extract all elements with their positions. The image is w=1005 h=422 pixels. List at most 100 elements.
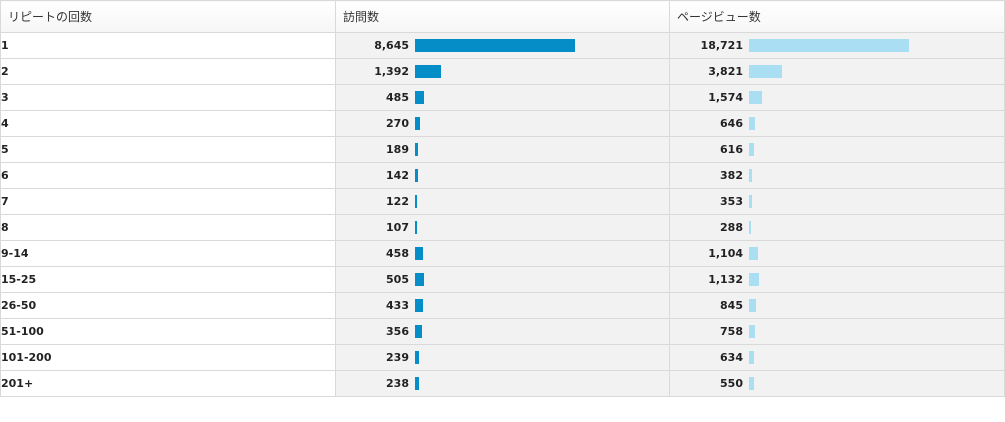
visits-value: 458 (386, 247, 409, 260)
visits-bar (415, 351, 419, 364)
table-row: 7 122 353 (0, 188, 1005, 215)
visits-value: 270 (386, 117, 409, 130)
visits-bar (415, 169, 418, 182)
pageviews-bar-track (749, 325, 919, 338)
pageviews-value: 616 (720, 143, 743, 156)
visits-bar-track (415, 169, 585, 182)
visits-cell: 458 (335, 240, 670, 267)
visits-bar-track (415, 143, 585, 156)
pageviews-bar-track (749, 91, 919, 104)
pageviews-value: 550 (720, 377, 743, 390)
table-body: 1 8,645 18,721 2 1,392 3,821 3 485 1,574 4 270 646 5… (0, 32, 1005, 397)
pageviews-bar (749, 195, 752, 208)
table-row: 3 485 1,574 (0, 84, 1005, 111)
pageviews-bar (749, 325, 755, 338)
visits-bar-track (415, 247, 585, 260)
repeat-count-cell: 1 (0, 32, 336, 59)
visits-value: 142 (386, 169, 409, 182)
visits-bar-track (415, 195, 585, 208)
visits-value: 433 (386, 299, 409, 312)
repeat-count-cell: 101-200 (0, 344, 336, 371)
pageviews-bar-track (749, 247, 919, 260)
visits-bar-track (415, 377, 585, 390)
visits-bar (415, 91, 424, 104)
header-pageviews[interactable]: ページビュー数 (669, 0, 1005, 33)
visits-bar-track (415, 65, 585, 78)
visits-bar-track (415, 273, 585, 286)
pageviews-bar-track (749, 351, 919, 364)
pageviews-bar-track (749, 39, 919, 52)
pageviews-bar-track (749, 221, 919, 234)
pageviews-cell: 1,132 (669, 266, 1005, 293)
visits-cell: 122 (335, 188, 670, 215)
table-row: 201+ 238 550 (0, 370, 1005, 397)
repeat-count-cell: 6 (0, 162, 336, 189)
visits-cell: 238 (335, 370, 670, 397)
visits-value: 8,645 (374, 39, 409, 52)
pageviews-bar-track (749, 169, 919, 182)
visits-value: 189 (386, 143, 409, 156)
visits-bar (415, 325, 422, 338)
pageviews-bar (749, 169, 752, 182)
pageviews-bar (749, 247, 758, 260)
visits-bar-track (415, 351, 585, 364)
pageviews-bar (749, 221, 751, 234)
pageviews-bar (749, 117, 755, 130)
pageviews-bar-track (749, 195, 919, 208)
visits-value: 505 (386, 273, 409, 286)
pageviews-bar-track (749, 377, 919, 390)
pageviews-value: 646 (720, 117, 743, 130)
pageviews-bar-track (749, 143, 919, 156)
visits-value: 238 (386, 377, 409, 390)
pageviews-bar (749, 91, 762, 104)
repeat-count-cell: 51-100 (0, 318, 336, 345)
visits-cell: 107 (335, 214, 670, 241)
repeat-count-cell: 7 (0, 188, 336, 215)
pageviews-cell: 288 (669, 214, 1005, 241)
pageviews-bar (749, 273, 759, 286)
repeat-count-cell: 5 (0, 136, 336, 163)
table-header-row: リピートの回数 訪問数 ページビュー数 (0, 0, 1005, 33)
visits-bar-track (415, 325, 585, 338)
repeat-count-cell: 2 (0, 58, 336, 85)
visits-value: 356 (386, 325, 409, 338)
visits-bar (415, 273, 424, 286)
pageviews-cell: 616 (669, 136, 1005, 163)
visits-bar (415, 221, 417, 234)
visits-cell: 189 (335, 136, 670, 163)
table-row: 2 1,392 3,821 (0, 58, 1005, 85)
pageviews-bar-track (749, 299, 919, 312)
pageviews-value: 353 (720, 195, 743, 208)
visits-cell: 505 (335, 266, 670, 293)
visits-bar (415, 65, 441, 78)
visits-bar (415, 117, 420, 130)
pageviews-cell: 646 (669, 110, 1005, 137)
visits-bar (415, 377, 419, 390)
pageviews-value: 18,721 (700, 39, 743, 52)
visits-value: 1,392 (374, 65, 409, 78)
visits-bar-track (415, 299, 585, 312)
pageviews-cell: 382 (669, 162, 1005, 189)
repeat-count-cell: 4 (0, 110, 336, 137)
pageviews-cell: 1,574 (669, 84, 1005, 111)
pageviews-bar (749, 377, 754, 390)
repeat-count-cell: 3 (0, 84, 336, 111)
pageviews-bar (749, 299, 756, 312)
pageviews-cell: 3,821 (669, 58, 1005, 85)
table-row: 101-200 239 634 (0, 344, 1005, 371)
pageviews-bar (749, 143, 754, 156)
pageviews-value: 1,104 (708, 247, 743, 260)
visits-cell: 1,392 (335, 58, 670, 85)
table-row: 26-50 433 845 (0, 292, 1005, 319)
visits-cell: 433 (335, 292, 670, 319)
pageviews-cell: 18,721 (669, 32, 1005, 59)
table-row: 1 8,645 18,721 (0, 32, 1005, 59)
header-repeat-count[interactable]: リピートの回数 (0, 0, 336, 33)
visits-bar (415, 195, 417, 208)
pageviews-value: 845 (720, 299, 743, 312)
header-visits[interactable]: 訪問数 (335, 0, 670, 33)
repeat-count-cell: 26-50 (0, 292, 336, 319)
pageviews-value: 758 (720, 325, 743, 338)
pageviews-value: 1,574 (708, 91, 743, 104)
pageviews-value: 288 (720, 221, 743, 234)
